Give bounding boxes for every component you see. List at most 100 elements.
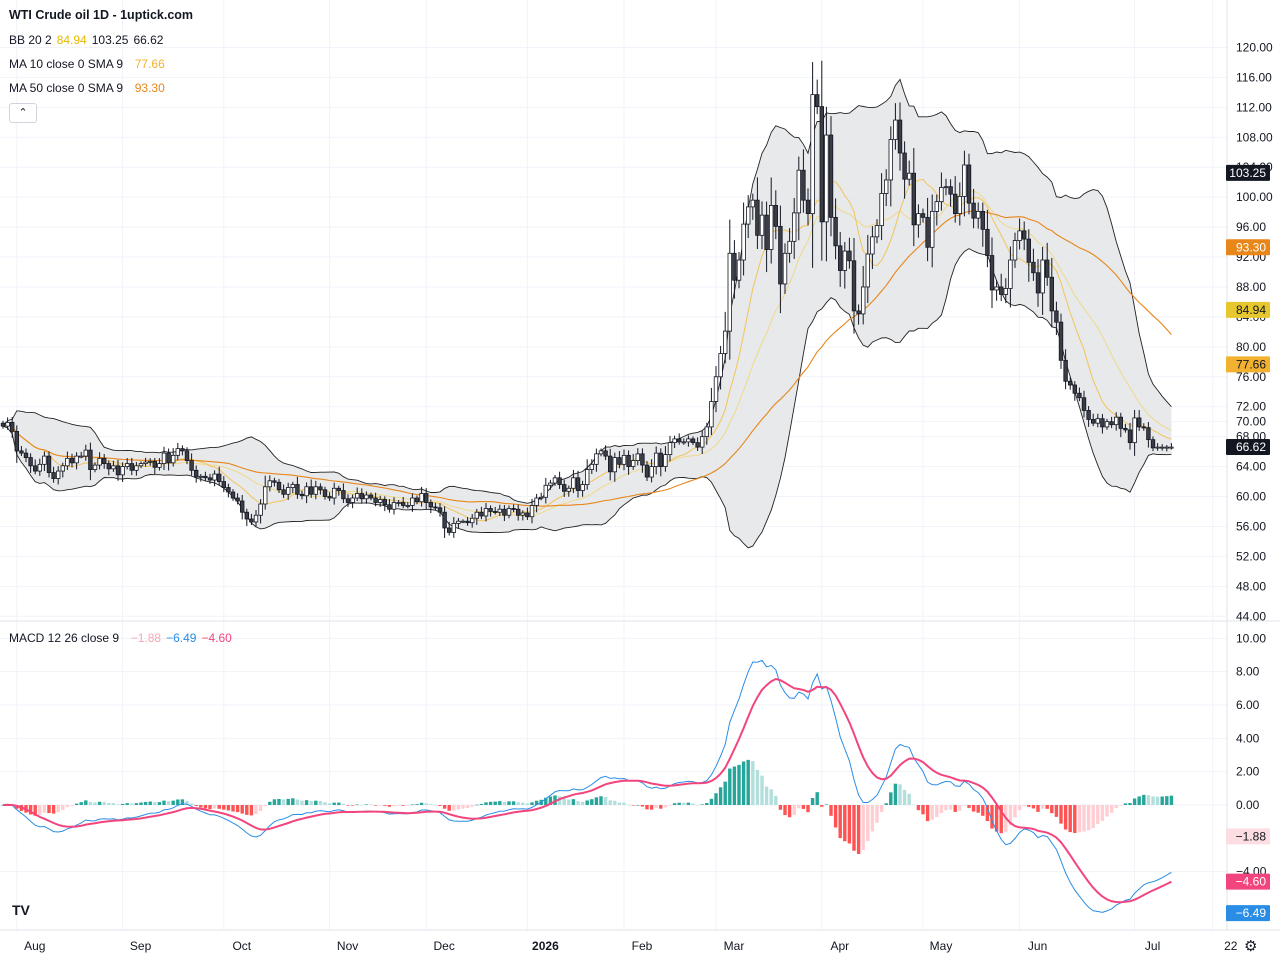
macd-hist-bar xyxy=(649,805,654,810)
price-badge-bg xyxy=(1226,239,1270,256)
candle-body xyxy=(1123,428,1128,431)
macd-hist-bar xyxy=(935,805,939,818)
candle-body xyxy=(520,512,525,516)
macd-hist-bar xyxy=(1146,795,1151,805)
macd-hist-bar xyxy=(470,805,474,807)
candle-body xyxy=(750,199,755,208)
macd-tick-label: 6.00 xyxy=(1236,698,1260,712)
macd-hist-bar xyxy=(718,787,723,805)
macd-legend[interactable]: MACD 12 26 close 9 −1.88 −6.49 −4.60 xyxy=(9,631,237,645)
candle-body xyxy=(920,213,926,218)
ma10-legend[interactable]: MA 10 close 0 SMA 9 77.66 xyxy=(9,57,170,71)
gear-icon[interactable]: ⚙ xyxy=(1244,938,1258,955)
candle-body xyxy=(42,455,47,465)
candle-body xyxy=(221,481,226,488)
candle-body xyxy=(759,214,765,236)
candle-body xyxy=(1068,380,1073,386)
candle-body xyxy=(203,475,208,479)
price-tick-label: 60.00 xyxy=(1236,490,1266,504)
macd-hist-bar xyxy=(567,799,571,805)
macd-hist-bar xyxy=(580,801,585,805)
time-tick-label: Apr xyxy=(830,939,849,953)
price-badge: 66.62 xyxy=(1226,438,1270,455)
candle-body xyxy=(1164,446,1169,449)
candle-body xyxy=(654,452,659,467)
macd-tick-label: 8.00 xyxy=(1236,665,1260,679)
candle-body xyxy=(88,449,93,470)
price-tick-label: 48.00 xyxy=(1236,579,1266,593)
macd-hist-bar xyxy=(42,805,47,813)
macd-line xyxy=(2,659,1172,913)
macd-hist-bar xyxy=(148,801,152,805)
collapse-legend-button[interactable]: ⌃ xyxy=(9,103,37,123)
macd-tick-label: 0.00 xyxy=(1236,798,1260,812)
macd-hist-bar xyxy=(898,784,902,805)
candle-body xyxy=(161,452,167,464)
time-tick-label: Jul xyxy=(1145,939,1160,953)
macd-hist-bar xyxy=(479,803,484,805)
candle-body xyxy=(391,502,397,510)
tradingview-logo[interactable]: TV xyxy=(12,902,30,918)
candle-body xyxy=(97,457,102,466)
candle-body xyxy=(442,511,447,529)
macd-hist-bar xyxy=(833,805,838,828)
macd-hist-bar xyxy=(576,801,580,805)
macd-histogram xyxy=(1,759,1174,854)
candle-body xyxy=(143,461,148,464)
macd-hist-bar xyxy=(1155,796,1160,805)
macd-hist-bar xyxy=(705,803,709,805)
candle-body xyxy=(631,460,636,467)
candle-body xyxy=(1063,359,1068,382)
candle-body xyxy=(608,455,613,473)
candle-body xyxy=(304,486,309,497)
macd-hist-bar xyxy=(475,804,479,806)
candle-body xyxy=(649,466,654,478)
macd-hist-bar xyxy=(1114,805,1118,809)
macd-hist-bar xyxy=(47,805,51,814)
candle-body xyxy=(1017,230,1022,241)
macd-hist-bar xyxy=(856,805,861,854)
candle-body xyxy=(644,464,650,478)
candle-body xyxy=(805,199,811,215)
candle-body xyxy=(713,376,719,402)
candle-body xyxy=(184,450,190,461)
price-badge: 93.30 xyxy=(1226,239,1270,256)
macd-hist-bar xyxy=(686,802,691,805)
bb-legend[interactable]: BB 20 2 84.94 103.25 66.62 xyxy=(9,33,168,47)
bb-legend-label: BB 20 2 xyxy=(9,33,52,47)
candle-body xyxy=(1054,310,1059,323)
candle-body xyxy=(677,438,682,443)
candle-body xyxy=(189,460,194,471)
macd-hist-bar xyxy=(222,805,226,810)
macd-hist-bar xyxy=(176,799,180,805)
macd-hist-bar xyxy=(838,805,842,839)
candle-body xyxy=(5,422,10,427)
candle-body xyxy=(865,253,870,288)
time-tick-label: Mar xyxy=(724,939,745,953)
macd-hist-bar xyxy=(199,805,203,808)
candle-body xyxy=(226,487,231,493)
ma50-legend[interactable]: MA 50 close 0 SMA 9 93.30 xyxy=(9,81,170,95)
macd-hist-bar xyxy=(134,803,139,805)
macd-hist-bar xyxy=(484,802,488,805)
candle-body xyxy=(345,498,351,503)
macd-legend-hist: −1.88 xyxy=(130,631,162,645)
macd-hist-bar xyxy=(944,805,948,811)
macd-hist-bar xyxy=(1123,803,1128,805)
candle-body xyxy=(957,196,962,215)
macd-hist-bar xyxy=(534,800,539,805)
candle-body xyxy=(516,508,521,516)
macd-hist-bar xyxy=(65,805,70,808)
macd-hist-bar xyxy=(304,800,309,805)
candle-body xyxy=(1008,259,1013,289)
candle-body xyxy=(1141,426,1146,429)
candle-body xyxy=(336,487,341,491)
macd-badge: −4.60 xyxy=(1226,873,1270,890)
macd-hist-bar xyxy=(465,805,470,808)
candle-body xyxy=(934,201,939,212)
macd-hist-bar xyxy=(355,804,359,806)
candle-body xyxy=(999,286,1004,295)
macd-hist-bar xyxy=(1059,805,1063,824)
